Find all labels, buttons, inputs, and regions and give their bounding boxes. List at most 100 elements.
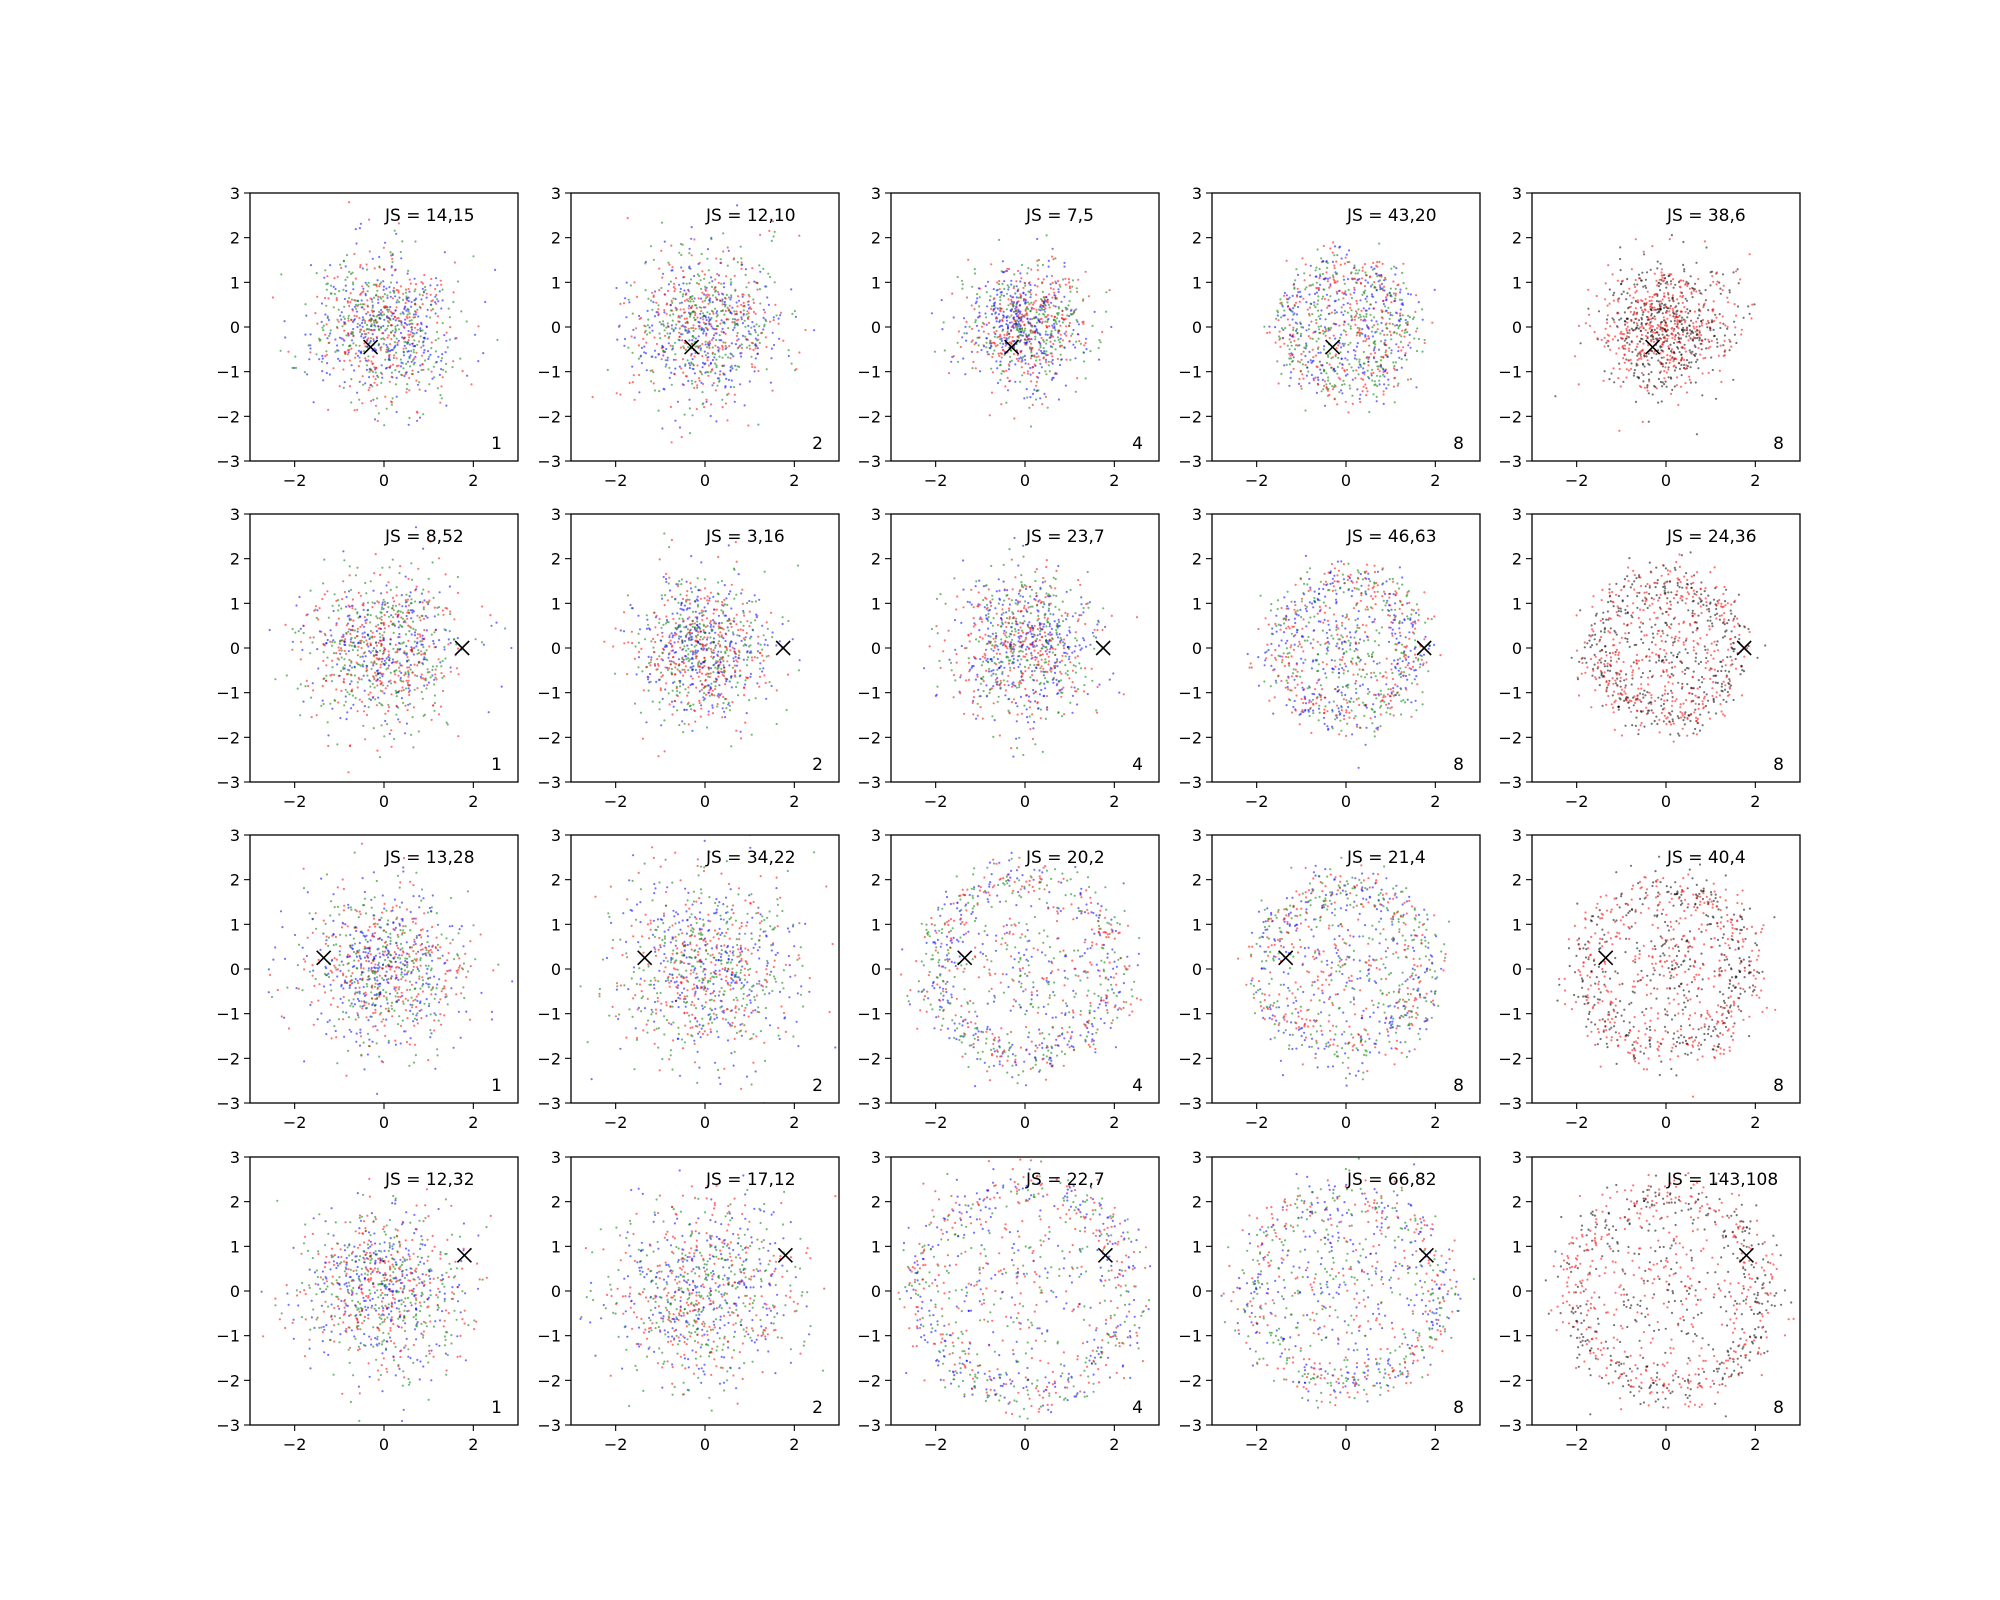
- data-point: [988, 346, 991, 350]
- data-point: [449, 326, 452, 329]
- data-point: [1388, 291, 1391, 294]
- data-point: [704, 316, 708, 319]
- data-point: [418, 340, 421, 343]
- data-point: [1274, 341, 1277, 344]
- data-point: [1011, 303, 1014, 306]
- data-point: [1687, 312, 1690, 315]
- data-point: [1371, 295, 1374, 298]
- data-point: [326, 362, 329, 365]
- data-point: [1719, 292, 1722, 295]
- data-point: [697, 282, 701, 286]
- data-point: [688, 315, 692, 318]
- data-point: [674, 353, 677, 356]
- data-point: [327, 744, 330, 748]
- data-point: [1060, 344, 1064, 347]
- data-point: [1338, 391, 1341, 394]
- data-point: [1647, 392, 1650, 395]
- data-point: [999, 296, 1002, 299]
- data-point: [309, 636, 312, 639]
- data-point: [309, 333, 312, 336]
- data-point: [695, 408, 698, 411]
- data-point: [447, 307, 450, 310]
- data-point: [1292, 283, 1295, 287]
- data-point: [1296, 287, 1299, 290]
- data-point: [1064, 384, 1067, 387]
- data-point: [660, 358, 663, 361]
- data-point: [1338, 336, 1342, 339]
- data-point: [1412, 316, 1416, 319]
- data-point: [1006, 330, 1009, 333]
- data-point: [706, 311, 709, 314]
- data-point: [1651, 393, 1654, 396]
- data-point: [1674, 317, 1677, 320]
- data-point: [1321, 295, 1325, 298]
- data-point: [368, 342, 371, 345]
- data-point: [1023, 341, 1026, 344]
- data-point: [1335, 260, 1338, 263]
- data-point: [662, 349, 665, 352]
- data-point: [1379, 332, 1382, 335]
- data-point: [1000, 293, 1003, 297]
- data-point: [726, 246, 729, 249]
- data-point: [794, 315, 798, 318]
- data-point: [412, 345, 415, 348]
- data-point: [359, 594, 362, 597]
- data-point: [1334, 271, 1337, 274]
- data-point: [436, 387, 439, 390]
- data-point: [410, 372, 413, 376]
- corner-label: 2: [812, 434, 823, 454]
- data-point: [418, 381, 421, 384]
- data-point: [359, 222, 362, 225]
- y-tick-label: −3: [857, 452, 881, 471]
- data-point: [715, 366, 718, 369]
- data-point: [325, 371, 328, 375]
- data-point: [998, 320, 1001, 323]
- data-point: [383, 313, 386, 316]
- data-point: [1626, 277, 1629, 281]
- data-point: [629, 284, 633, 287]
- data-point: [1034, 338, 1037, 341]
- data-point: [660, 286, 663, 290]
- data-point: [616, 338, 619, 341]
- data-point: [615, 392, 618, 395]
- data-point: [1026, 396, 1029, 399]
- data-point: [670, 327, 674, 330]
- data-point: [480, 641, 484, 644]
- data-point: [779, 314, 782, 317]
- data-point: [1628, 343, 1631, 346]
- data-point: [1371, 283, 1374, 286]
- data-point: [715, 364, 718, 367]
- data-point: [1383, 279, 1386, 282]
- data-point: [1322, 332, 1325, 335]
- data-point: [646, 324, 650, 327]
- data-point: [680, 325, 683, 328]
- data-point: [1421, 350, 1424, 353]
- data-point: [1060, 300, 1063, 303]
- data-point: [697, 262, 700, 266]
- data-point: [701, 342, 704, 346]
- data-point: [1346, 302, 1349, 305]
- data-point: [1304, 354, 1307, 358]
- data-point: [376, 289, 379, 292]
- data-point: [1351, 378, 1354, 381]
- data-point: [1061, 339, 1064, 342]
- data-point: [753, 280, 756, 283]
- data-point: [1275, 317, 1278, 320]
- data-point: [1679, 291, 1682, 294]
- data-point: [435, 302, 438, 305]
- data-point: [1665, 324, 1668, 327]
- data-point: [1007, 337, 1010, 340]
- data-point: [1097, 358, 1101, 361]
- data-point: [1359, 315, 1362, 318]
- data-point: [430, 277, 433, 281]
- data-point: [1409, 378, 1412, 381]
- data-point: [1613, 291, 1616, 294]
- data-point: [1674, 283, 1677, 286]
- data-point: [368, 368, 371, 371]
- data-point: [1014, 324, 1017, 327]
- data-point: [1332, 386, 1336, 389]
- data-point: [720, 339, 723, 342]
- data-point: [416, 411, 419, 414]
- data-point: [352, 342, 355, 345]
- data-point: [716, 290, 720, 294]
